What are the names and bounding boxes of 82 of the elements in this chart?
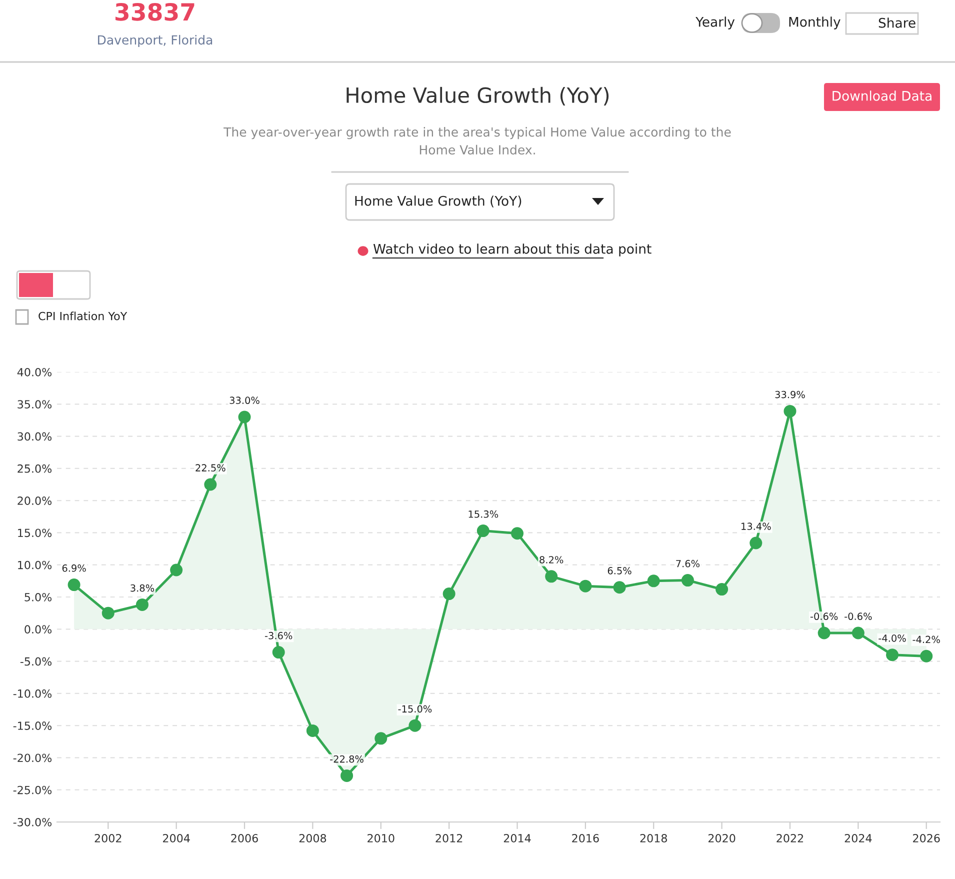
point (170, 564, 183, 576)
data-label: 6.5% (608, 567, 632, 574)
point (476, 524, 490, 538)
data-label: -15.0% (398, 705, 432, 713)
x-tick-label: 2018 (640, 834, 667, 842)
y-tick-label: 0.0% (24, 625, 52, 634)
y-tick-label: -10.0% (13, 689, 52, 698)
y-tick-label: 15.0% (18, 528, 52, 538)
point (545, 570, 558, 583)
point (647, 574, 660, 588)
x-tick-label: 2016 (572, 834, 599, 842)
text: Home Value Growth (YoY) (355, 196, 522, 208)
data-label: 8.2% (540, 556, 564, 564)
x-tick-label: 2012 (436, 834, 462, 842)
data-label: 13.4% (742, 522, 771, 530)
text: CPI Inflation YoY (38, 312, 128, 320)
point (102, 606, 114, 620)
y-tick-label: -25.0% (13, 786, 52, 794)
x-tick-label: 2022 (776, 834, 804, 842)
text: 33837 (116, 2, 194, 21)
data-label: -0.6% (844, 612, 872, 620)
text: Share (878, 18, 916, 28)
x-tick-label: 2004 (163, 834, 190, 842)
point (681, 574, 694, 587)
point (238, 410, 251, 424)
y-tick-label: 25.0% (18, 464, 52, 473)
point (852, 626, 864, 640)
y-tick-label: 40.0% (17, 368, 52, 376)
y-tick-label: 30.0% (18, 432, 52, 441)
point (613, 581, 626, 594)
x-tick-label: 2008 (299, 834, 326, 842)
point (136, 598, 148, 611)
chart-title: Home Value Growth (YoY) (346, 86, 609, 106)
y-tick-label: -5.0% (20, 657, 52, 666)
data-label: -3.6% (264, 632, 292, 640)
data-label: -0.6% (810, 612, 838, 620)
y-tick-label: 35.0% (18, 400, 52, 409)
point (442, 588, 456, 600)
point (511, 527, 524, 540)
x-tick-label: 2020 (708, 834, 736, 842)
data-label: 33.9% (775, 390, 805, 398)
text: Davenport, Florida (98, 34, 212, 48)
y-tick-label: 5.0% (24, 592, 52, 602)
point (340, 769, 354, 782)
point (886, 648, 899, 662)
point (68, 578, 80, 592)
data-label: 33.0% (230, 396, 260, 404)
text: Yearly (696, 16, 735, 30)
data-label: -22.8% (330, 755, 364, 763)
y-tick-label: 20.0% (18, 496, 52, 505)
point (306, 724, 319, 737)
x-tick-label: 2014 (504, 834, 531, 842)
data-label: 6.9% (62, 564, 86, 572)
y-tick-label: -15.0% (13, 722, 52, 730)
text: Watch video to learn about this data point (373, 244, 652, 256)
data-label: -4.0% (878, 634, 906, 642)
y-tick-label: -20.0% (13, 754, 52, 762)
data-label: -4.2% (912, 636, 940, 644)
data-label: 22.5% (196, 464, 226, 472)
x-tick-label: 2010 (368, 834, 394, 842)
point (408, 719, 422, 732)
point (818, 626, 830, 640)
point (579, 580, 592, 592)
point (716, 583, 728, 596)
x-tick-label: 2026 (913, 834, 940, 842)
point (272, 646, 285, 659)
data-label: 3.8% (130, 584, 154, 592)
data-label: 7.6% (676, 560, 700, 568)
point (204, 478, 217, 491)
text: Monthly (789, 16, 840, 30)
point (750, 536, 762, 550)
point (784, 404, 796, 418)
y-tick-label: 10.0% (18, 560, 52, 570)
data-label: 15.3% (468, 510, 498, 518)
y-tick-label: -30.0% (13, 818, 52, 826)
point (920, 650, 933, 662)
x-tick-label: 2024 (844, 834, 872, 842)
point (374, 732, 388, 745)
chart-subtitle: The year-over-year growth rate in the area's typical Home Value according to the Home Value Index. (224, 127, 731, 155)
text: Download Data (832, 90, 932, 101)
x-tick-label: 2002 (94, 834, 122, 842)
x-tick-label: 2006 (231, 834, 258, 842)
